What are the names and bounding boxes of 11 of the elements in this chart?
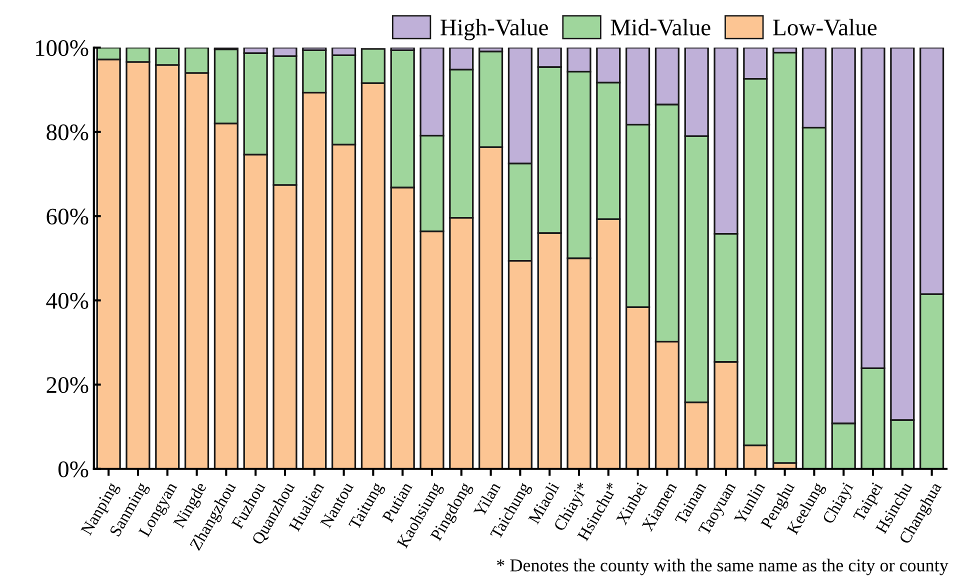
y-tick-label: 80% [46, 124, 88, 140]
legend-label: Low-Value [773, 18, 877, 36]
y-tick-label: 0% [58, 461, 88, 478]
bar [772, 52, 798, 464]
y-tick-label: 60% [46, 208, 88, 225]
y-tick-label: 100% [36, 40, 88, 56]
legend-label: Mid-Value [610, 18, 710, 36]
text: * Denotes the county with the same name as the city or county [497, 558, 948, 576]
legend-label: High-Value [440, 18, 548, 40]
y-tick-label: 40% [46, 292, 88, 309]
y-tick-label: 20% [46, 377, 88, 394]
